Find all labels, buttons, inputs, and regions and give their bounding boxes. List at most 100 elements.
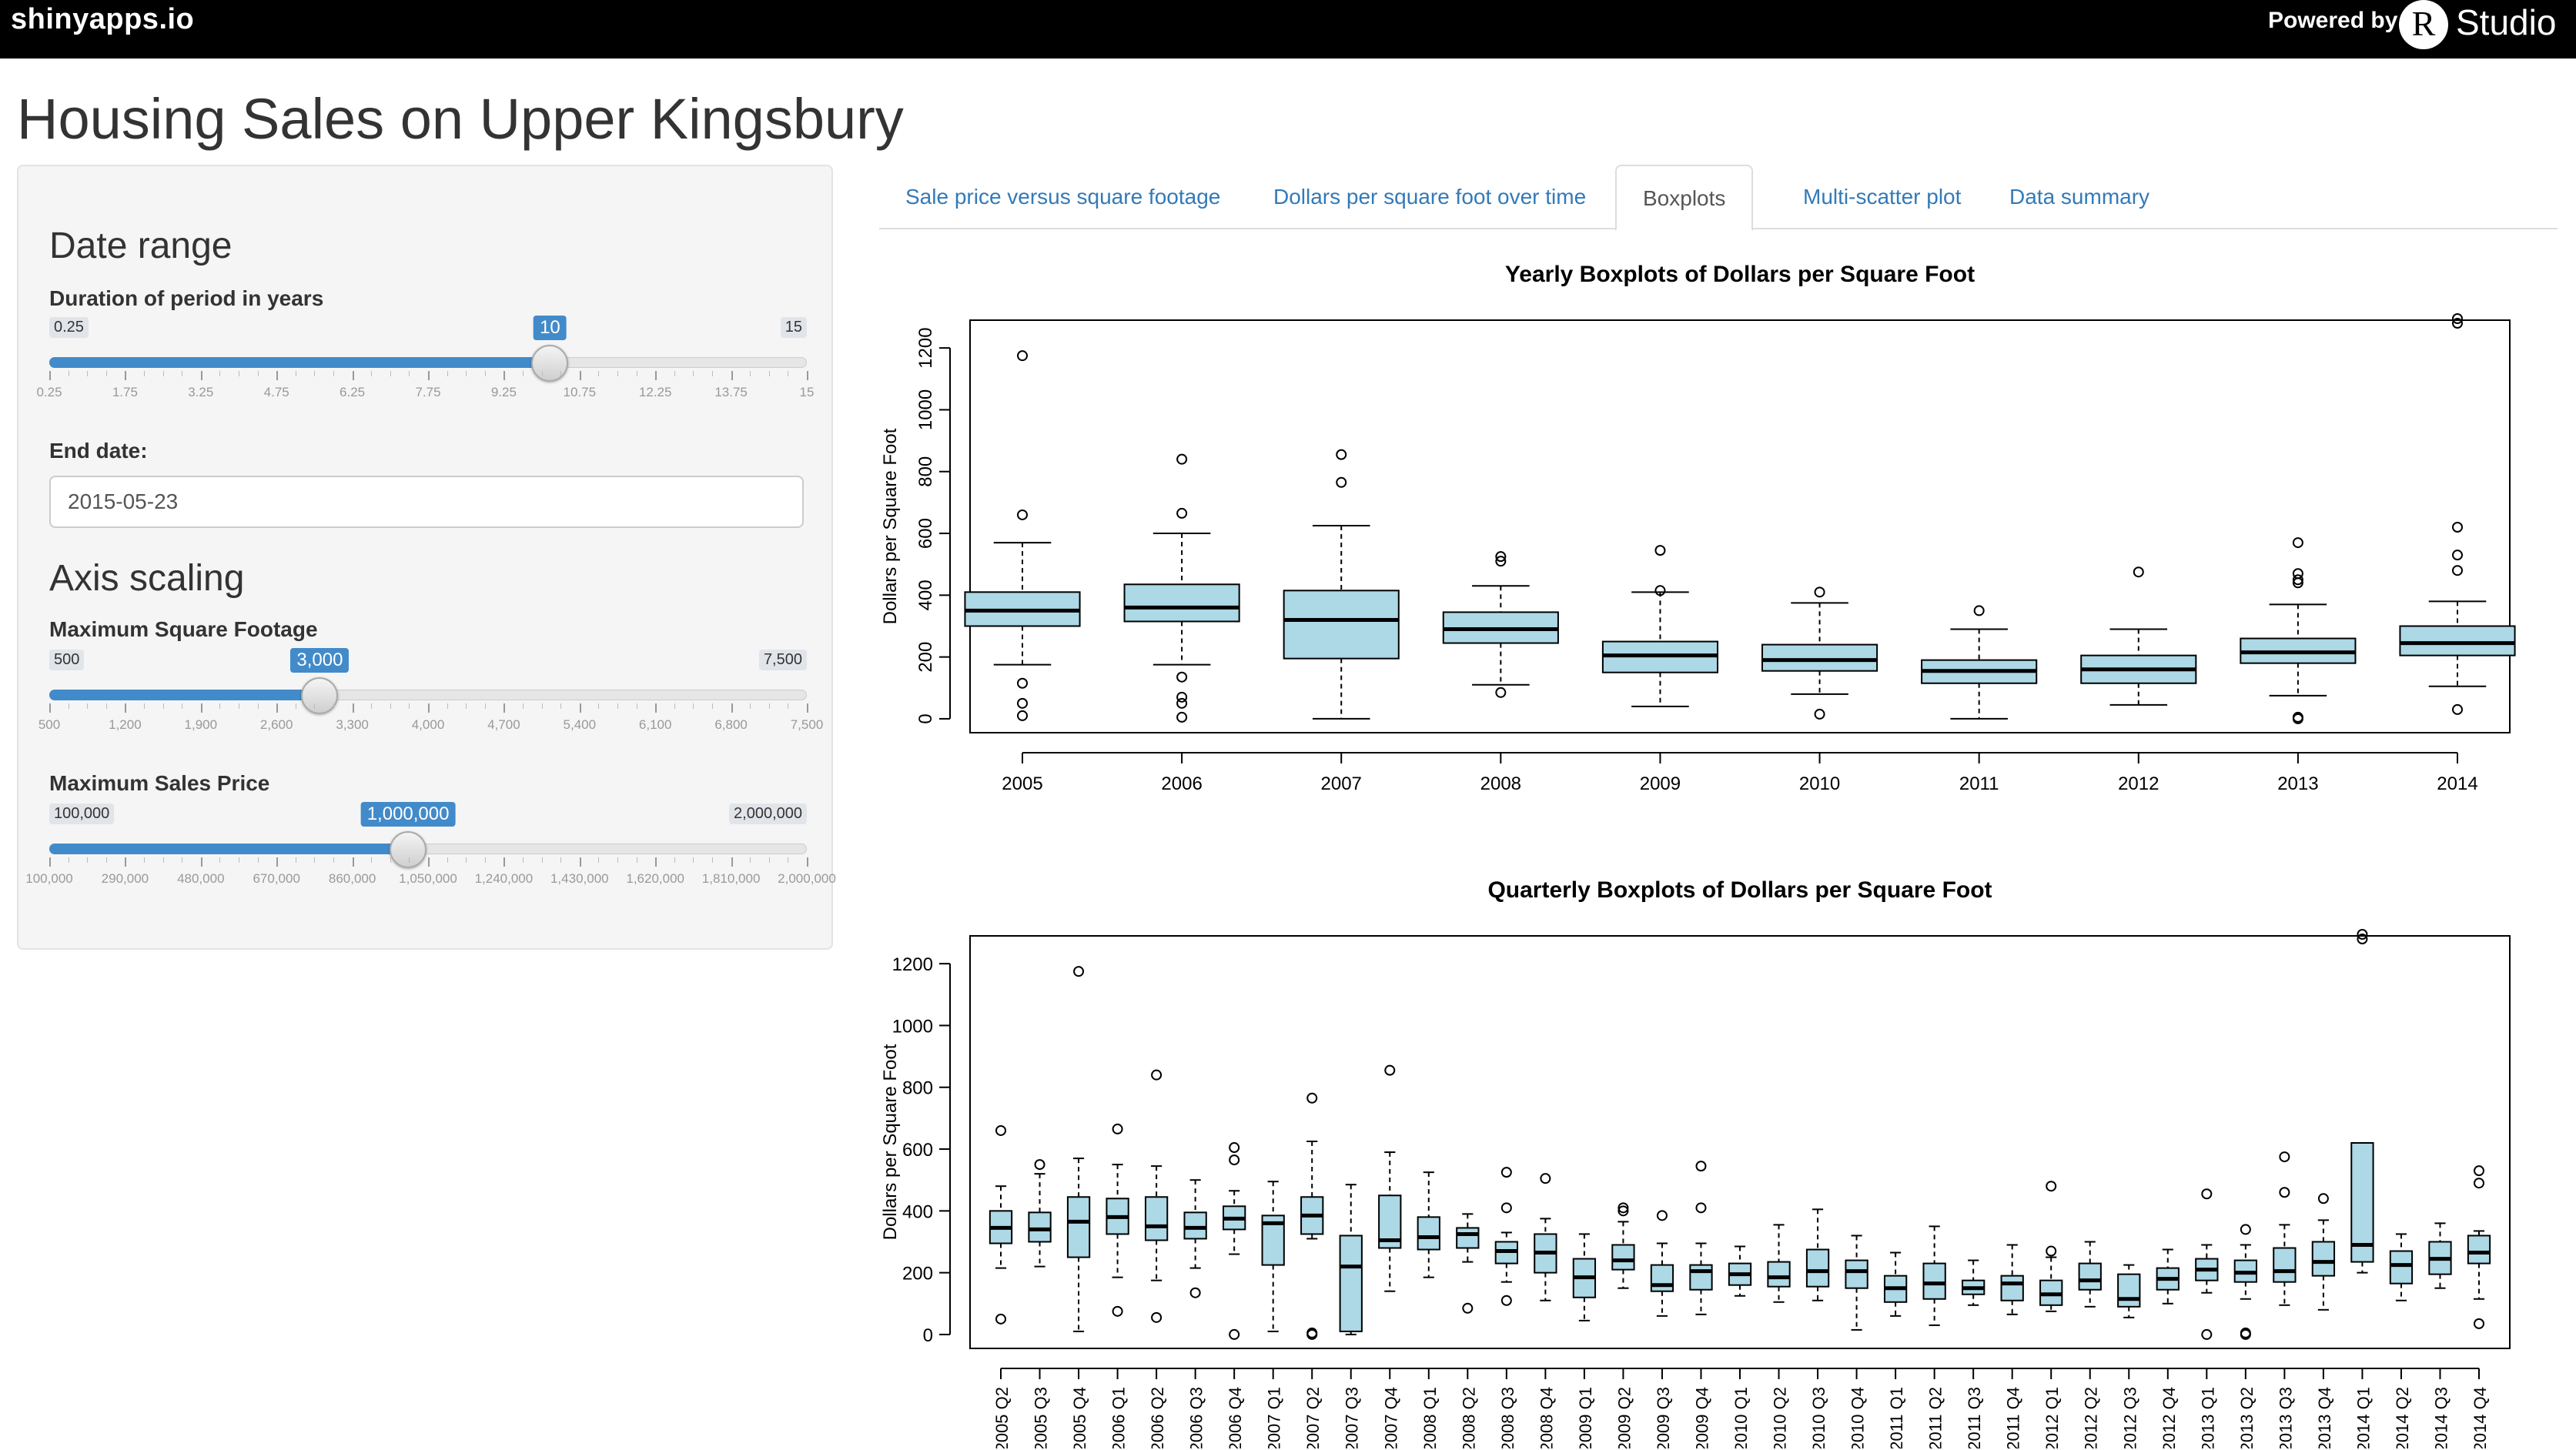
duration-minor-tick: [523, 371, 524, 376]
outlier-point: [1017, 350, 1028, 362]
outlier-point: [2452, 318, 2463, 329]
max-price-tick-label: 290,000: [101, 871, 149, 886]
end-date-input[interactable]: 2015-05-23: [49, 476, 804, 528]
x-tick-label: 2009 Q3: [1654, 1387, 1673, 1448]
end-date-label: End date:: [49, 439, 148, 463]
duration-tick-label: 15: [799, 385, 815, 399]
duration-minor-tick: [371, 371, 373, 376]
outlier-point: [1973, 605, 1985, 616]
duration-slider-handle[interactable]: [531, 345, 569, 382]
box: [1650, 1264, 1674, 1292]
max-sqft-slider-handle[interactable]: [301, 677, 339, 714]
max-price-minor-tick: [750, 857, 751, 863]
outlier-point: [1336, 476, 1347, 488]
outlier-point: [2474, 1318, 2484, 1329]
x-tick-label: 2012 Q1: [2042, 1387, 2062, 1448]
x-tick-label: 2010 Q3: [1809, 1387, 1828, 1448]
x-tick-label: 2008 Q4: [1537, 1387, 1556, 1448]
max-price-minor-tick: [560, 857, 562, 863]
outlier-point: [1336, 449, 1347, 460]
tab-data-summary[interactable]: Data summary: [2009, 185, 2150, 209]
max-price-minor-tick: [162, 857, 164, 863]
tab-dollars-per-sqft-over-time[interactable]: Dollars per square foot over time: [1273, 185, 1587, 209]
outlier-point: [2279, 1151, 2290, 1163]
max-sqft-minor-tick: [750, 703, 751, 709]
duration-tick: [655, 371, 657, 380]
outlier-point: [1500, 1167, 1512, 1178]
box: [1761, 643, 1878, 672]
x-tick-label: 2008 Q3: [1498, 1387, 1517, 1448]
box: [1805, 1248, 1830, 1288]
box: [1144, 1196, 1169, 1241]
box: [2467, 1235, 2491, 1265]
duration-minor-tick: [390, 371, 391, 376]
max-price-minor-tick: [523, 857, 524, 863]
axis-scaling-heading: Axis scaling: [49, 558, 245, 599]
max-price-label: Maximum Sales Price: [49, 771, 270, 795]
duration-slider[interactable]: 0.25 15 10 0.25 1.75 3.25 4.75 6.25 7.75 9.25 1…: [36, 316, 814, 402]
max-sqft-minor-tick: [560, 703, 562, 709]
max-sqft-minor-tick: [257, 703, 259, 709]
outlier-point: [1112, 1123, 1123, 1134]
outlier-point: [1540, 1173, 1551, 1184]
tab-multi-scatter-plot[interactable]: Multi-scatter plot: [1803, 185, 1962, 209]
outlier-point: [1176, 711, 1188, 723]
duration-ticks: 0.25 1.75 3.25 4.75 6.25 7.75 9.25 10.75 12.25 13…: [36, 371, 814, 402]
max-price-tick-label: 860,000: [328, 871, 376, 886]
max-price-slider-handle[interactable]: [390, 831, 427, 868]
tab-boxplots[interactable]: Boxplots: [1615, 165, 1754, 231]
max-price-minor-tick: [390, 857, 391, 863]
max-sqft-minor-tick: [541, 703, 543, 709]
outlier-point: [1500, 1295, 1512, 1306]
box: [2311, 1241, 2336, 1277]
x-tick-label: 2005: [1002, 773, 1042, 794]
x-tick-label: 2005 Q4: [1070, 1387, 1089, 1448]
shinyapps-brand[interactable]: shinyapps.io: [11, 3, 195, 35]
duration-minor-tick: [768, 371, 770, 376]
max-sqft-tick-label: 500: [38, 717, 61, 732]
rstudio-logo-word[interactable]: Studio: [2456, 2, 2557, 42]
max-sqft-minor-tick: [768, 703, 770, 709]
max-price-tick: [428, 857, 430, 867]
max-sqft-tick-label: 4,000: [411, 717, 445, 732]
x-tick-label: 2009 Q4: [1692, 1387, 1711, 1448]
top-bar: shinyapps.io Powered by R Studio: [0, 0, 2576, 58]
box: [1283, 590, 1400, 660]
max-sqft-tick-label: 1,200: [109, 717, 142, 732]
max-sqft-slider[interactable]: 500 7,500 3,000 500 1,200 1,900 2,600 3,300 4…: [38, 648, 823, 734]
plot-frame: [969, 319, 2511, 733]
max-price-minor-tick: [466, 857, 467, 863]
max-sqft-tick-label: 2,600: [259, 717, 293, 732]
rstudio-logo-icon[interactable]: R: [2399, 0, 2448, 49]
outlier-point: [2201, 1188, 2213, 1200]
x-tick-label: 2011: [1959, 773, 1999, 794]
x-tick-label: 2012 Q2: [2082, 1387, 2101, 1448]
tab-sale-price-vs-sqft[interactable]: Sale price versus square footage: [905, 185, 1221, 209]
y-tick-label: 600: [915, 518, 936, 549]
outlier-point: [2133, 566, 2144, 578]
box: [2117, 1273, 2141, 1308]
max-price-minor-tick: [484, 857, 486, 863]
max-sqft-ticks: 500 1,200 1,900 2,600 3,300 4,000 4,700 5,400 6,…: [38, 703, 823, 734]
max-price-tick: [503, 857, 506, 867]
max-sqft-minor-tick: [409, 703, 410, 709]
box: [1339, 1235, 1363, 1332]
x-tick-label: 2009 Q2: [1614, 1387, 1634, 1448]
duration-value-label: 10: [534, 316, 567, 340]
box: [2350, 1142, 2374, 1263]
duration-minor-tick: [144, 371, 145, 376]
max-sqft-tick-label: 6,100: [638, 717, 672, 732]
y-tick-label: 200: [915, 642, 936, 673]
outlier-point: [1306, 1092, 1318, 1104]
duration-minor-tick: [712, 371, 713, 376]
max-sqft-minor-tick: [219, 703, 221, 709]
max-price-minor-tick: [87, 857, 89, 863]
max-sqft-minor-tick: [371, 703, 373, 709]
outlier-point: [2292, 577, 2303, 589]
max-price-tick-label: 1,050,000: [399, 871, 457, 886]
max-price-slider[interactable]: 100,000 2,000,000 1,000,000 100,000 290,0…: [25, 802, 836, 888]
max-price-tick-label: 2,000,000: [778, 871, 836, 886]
outlier-point: [1229, 1142, 1240, 1154]
max-sqft-minor-tick: [87, 703, 89, 709]
x-tick-label: 2010: [1799, 773, 1840, 794]
